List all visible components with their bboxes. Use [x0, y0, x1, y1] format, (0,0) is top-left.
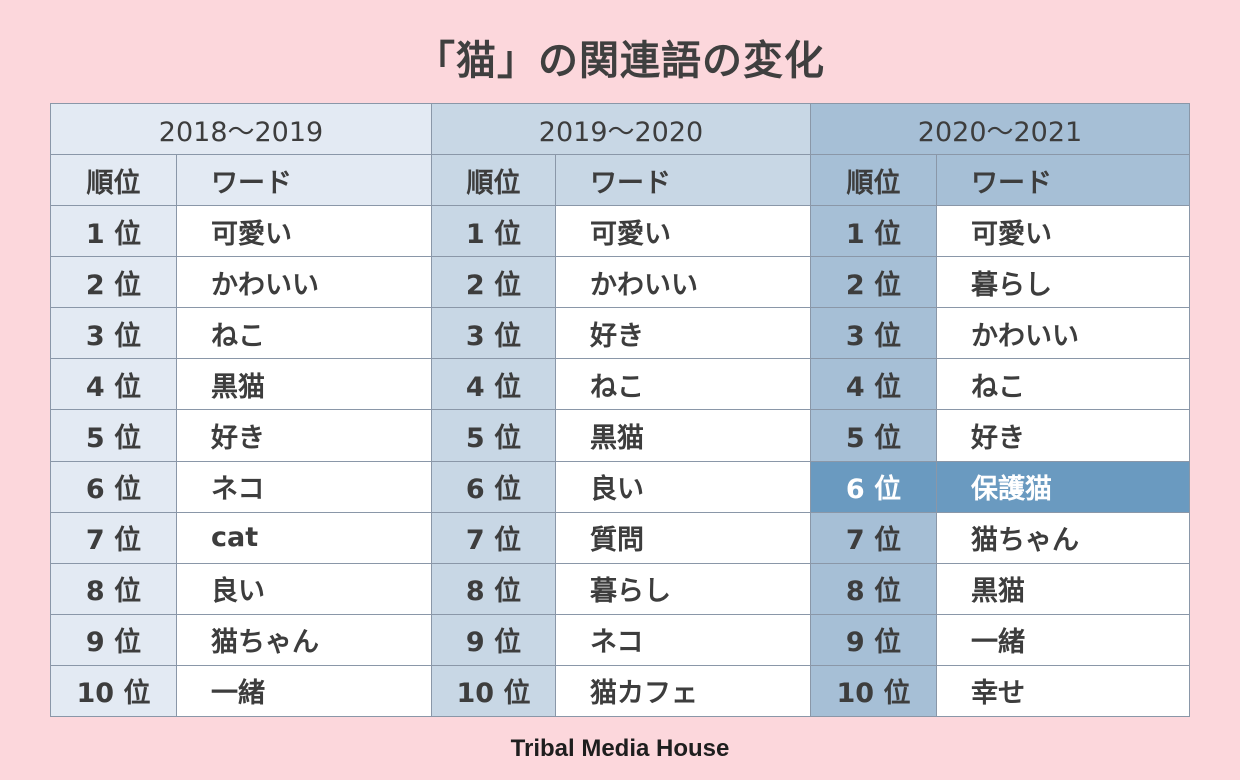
table-row: 4 位黒猫 4 位ねこ 4 位ねこ: [50, 358, 1190, 411]
rank-cell: 3 位: [810, 307, 937, 360]
word-cell: ネコ: [176, 460, 432, 513]
table-row: 3 位ねこ 3 位好き 3 位かわいい: [50, 307, 1190, 360]
word-cell: 好き: [936, 409, 1190, 462]
rank-cell: 8 位: [431, 562, 556, 615]
column-header-word: ワード: [176, 154, 432, 207]
ranking-table: 2018～2019 2019～2020 2020～2021 順位 ワード 順位 ワード 順位ワ…: [50, 102, 1190, 718]
word-cell: ネコ: [555, 613, 811, 666]
word-cell: かわいい: [555, 256, 811, 309]
word-cell: かわいい: [176, 256, 432, 309]
word-cell: 良い: [555, 460, 811, 513]
column-header-rank: 順位: [810, 154, 937, 207]
table-row: 1 位可愛い 1 位可愛い 1 位可愛い: [50, 205, 1190, 258]
rank-cell: 5 位: [50, 409, 177, 462]
word-cell: ねこ: [176, 307, 432, 360]
rank-cell: 2 位: [810, 256, 937, 309]
rank-cell: 1 位: [810, 205, 937, 258]
rank-cell: 10 位: [810, 664, 937, 718]
word-cell: 一緒: [936, 613, 1190, 666]
word-cell: かわいい: [936, 307, 1190, 360]
rank-cell: 5 位: [810, 409, 937, 462]
rank-cell: 7 位: [431, 511, 556, 564]
rank-cell: 8 位: [810, 562, 937, 615]
table-row: 5 位好き 5 位黒猫 5 位好き: [50, 409, 1190, 462]
word-cell: 猫ちゃん: [176, 613, 432, 666]
rank-cell: 8 位: [50, 562, 177, 615]
word-cell: cat: [176, 511, 432, 564]
rank-cell: 6 位: [431, 460, 556, 513]
table-row: 2 位かわいい 2 位かわいい 2 位暮らし: [50, 256, 1190, 309]
column-header-word: ワード: [936, 154, 1190, 207]
word-cell: 好き: [176, 409, 432, 462]
period-header: 2018～2019: [50, 102, 432, 156]
word-cell: 黒猫: [555, 409, 811, 462]
word-cell: 可愛い: [555, 205, 811, 258]
word-cell: 猫カフェ: [555, 664, 811, 718]
rank-cell: 6 位: [50, 460, 177, 513]
table-row: 10 位一緒 10 位猫カフェ 10 位幸せ: [50, 664, 1190, 718]
word-cell: ねこ: [555, 358, 811, 411]
rank-cell: 4 位: [431, 358, 556, 411]
rank-cell: 7 位: [810, 511, 937, 564]
word-cell: 幸せ: [936, 664, 1190, 718]
word-cell: ねこ: [936, 358, 1190, 411]
word-cell: 黒猫: [176, 358, 432, 411]
word-cell: 保護猫: [936, 460, 1190, 513]
rank-cell: 1 位: [50, 205, 177, 258]
period-header: 2019～2020: [431, 102, 811, 156]
chart-title: 「猫」の関連語の変化: [415, 38, 825, 84]
table-row: 9 位猫ちゃん 9 位ネコ 9 位一緒: [50, 613, 1190, 666]
rank-cell: 1 位: [431, 205, 556, 258]
brand-footer: Tribal Media House: [510, 735, 730, 762]
word-cell: 黒猫: [936, 562, 1190, 615]
rank-cell: 7 位: [50, 511, 177, 564]
rank-cell: 5 位: [431, 409, 556, 462]
rank-cell: 4 位: [810, 358, 937, 411]
rank-cell: 2 位: [431, 256, 556, 309]
column-header-rank: 順位: [50, 154, 177, 207]
column-header-rank: 順位: [431, 154, 556, 207]
rank-cell: 3 位: [431, 307, 556, 360]
rank-cell: 2 位: [50, 256, 177, 309]
column-header-word: ワード: [555, 154, 811, 207]
word-cell: 暮らし: [936, 256, 1190, 309]
rank-cell: 10 位: [50, 664, 177, 718]
word-cell: 猫ちゃん: [936, 511, 1190, 564]
rank-cell: 9 位: [50, 613, 177, 666]
table-row: 8 位良い 8 位暮らし 8 位黒猫: [50, 562, 1190, 615]
rank-cell: 9 位: [431, 613, 556, 666]
word-cell: 暮らし: [555, 562, 811, 615]
rank-cell: 9 位: [810, 613, 937, 666]
period-header: 2020～2021: [810, 102, 1190, 156]
table-row: 7 位 cat 7 位質問 7 位猫ちゃん: [50, 511, 1190, 564]
rank-cell: 4 位: [50, 358, 177, 411]
word-cell: 好き: [555, 307, 811, 360]
rank-cell: 10 位: [431, 664, 556, 718]
word-cell: 可愛い: [936, 205, 1190, 258]
word-cell: 一緒: [176, 664, 432, 718]
word-cell: 良い: [176, 562, 432, 615]
table-row: 6 位ネコ 6 位良い 6 位保護猫: [50, 460, 1190, 513]
word-cell: 可愛い: [176, 205, 432, 258]
word-cell: 質問: [555, 511, 811, 564]
rank-cell: 6 位: [810, 460, 937, 513]
rank-cell: 3 位: [50, 307, 177, 360]
